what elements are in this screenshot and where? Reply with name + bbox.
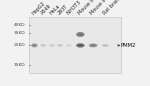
Bar [29,17,121,73]
Text: 40KD: 40KD [14,23,25,27]
Text: Mouse intestine: Mouse intestine [90,0,121,16]
Ellipse shape [77,44,84,47]
Ellipse shape [41,44,46,46]
Text: 293T: 293T [57,4,69,16]
Ellipse shape [102,44,108,46]
Ellipse shape [76,32,85,37]
Ellipse shape [103,45,108,46]
Ellipse shape [79,34,81,35]
Text: A549: A549 [40,4,52,16]
Ellipse shape [92,45,95,46]
Ellipse shape [51,45,53,46]
Ellipse shape [92,45,94,46]
Ellipse shape [79,45,81,46]
Ellipse shape [59,45,61,46]
Ellipse shape [93,45,94,46]
Ellipse shape [68,45,70,46]
Ellipse shape [89,44,97,47]
Ellipse shape [42,45,44,46]
Ellipse shape [67,45,71,46]
Ellipse shape [51,45,53,46]
Ellipse shape [57,44,63,46]
Ellipse shape [79,34,82,35]
Ellipse shape [105,45,106,46]
Ellipse shape [33,44,36,46]
Ellipse shape [76,43,85,48]
Ellipse shape [57,44,63,46]
Text: HeLa: HeLa [48,4,61,16]
Ellipse shape [40,44,46,46]
Ellipse shape [41,45,45,46]
Ellipse shape [32,44,37,47]
Text: Mouse liver: Mouse liver [77,0,100,16]
Ellipse shape [50,45,54,46]
Text: 25KD: 25KD [14,43,25,47]
Ellipse shape [91,44,95,46]
Ellipse shape [42,45,45,46]
Ellipse shape [78,33,83,36]
Ellipse shape [66,44,72,46]
Ellipse shape [33,45,36,46]
Ellipse shape [59,45,61,46]
Ellipse shape [104,45,107,46]
Ellipse shape [68,45,70,46]
Ellipse shape [49,45,54,46]
Ellipse shape [77,33,84,36]
Ellipse shape [92,45,95,46]
Ellipse shape [42,45,44,46]
Ellipse shape [80,34,81,35]
Ellipse shape [67,45,70,46]
Ellipse shape [76,44,84,47]
Ellipse shape [58,45,62,46]
Ellipse shape [33,45,36,46]
Ellipse shape [42,45,44,46]
Text: NIH3T3: NIH3T3 [65,0,82,16]
Ellipse shape [105,45,106,46]
Ellipse shape [50,45,53,46]
Ellipse shape [80,45,81,46]
Ellipse shape [58,45,62,46]
Text: Rat brain: Rat brain [102,0,121,16]
Text: PMM2: PMM2 [121,43,136,48]
Ellipse shape [50,45,54,46]
Ellipse shape [59,45,61,46]
Ellipse shape [79,45,82,46]
Ellipse shape [31,43,38,47]
Ellipse shape [68,45,69,46]
Ellipse shape [90,44,96,47]
Ellipse shape [78,44,83,47]
Ellipse shape [102,44,109,47]
Ellipse shape [90,44,96,47]
Ellipse shape [103,45,108,46]
Text: 15KD: 15KD [14,63,25,67]
Ellipse shape [79,34,82,35]
Ellipse shape [41,45,45,46]
Ellipse shape [51,45,53,46]
Ellipse shape [89,44,98,47]
Ellipse shape [76,32,84,37]
Ellipse shape [34,45,35,46]
Ellipse shape [67,45,70,46]
Ellipse shape [58,45,61,46]
Ellipse shape [32,44,37,47]
Ellipse shape [78,33,83,36]
Ellipse shape [32,44,36,47]
Ellipse shape [78,44,83,47]
Ellipse shape [49,44,55,46]
Ellipse shape [66,45,71,46]
Ellipse shape [51,45,52,46]
Ellipse shape [34,45,35,46]
Ellipse shape [104,45,107,46]
Ellipse shape [104,45,107,46]
Text: HepG2: HepG2 [31,1,46,16]
Text: 35KD: 35KD [14,31,25,36]
Ellipse shape [79,45,82,46]
